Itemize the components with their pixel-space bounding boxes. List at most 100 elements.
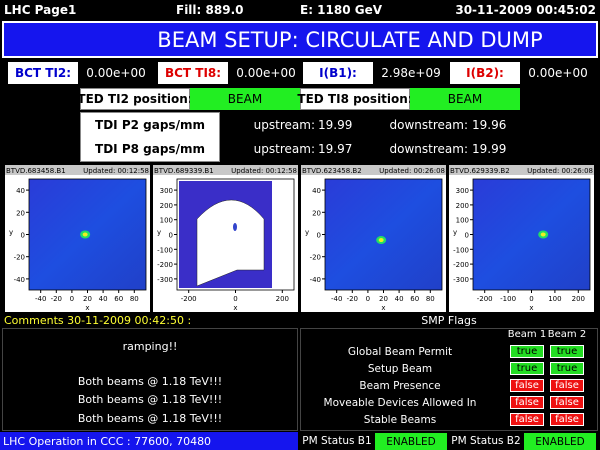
- y-tick-label: 200: [456, 202, 469, 210]
- x-tick-label: -20: [347, 295, 358, 303]
- comment-line: Both beams @ 1.18 TeV!!!: [77, 374, 223, 388]
- smp-flag-value: false: [510, 396, 544, 409]
- x-tick-label: 20: [379, 295, 388, 303]
- y-tick-label: -20: [14, 254, 25, 262]
- x-tick-label: 200: [276, 295, 289, 303]
- tdi-upstream-label: upstream:: [253, 118, 315, 132]
- tdi-downstream-value: 19.99: [472, 142, 507, 156]
- y-tick-label: 0: [465, 232, 469, 240]
- tdi-label: TDI P8 gaps/mm: [95, 142, 205, 156]
- intensity-value: 0.00e+00: [236, 66, 296, 80]
- fill-number: Fill: 889.0: [176, 3, 244, 17]
- beam-spot-core: [378, 238, 384, 243]
- smp-frame: [300, 328, 598, 431]
- smp-flag-label: Stable Beams: [363, 413, 437, 426]
- smp-flag-label: Setup Beam: [367, 362, 433, 375]
- x-axis-label: x: [233, 304, 237, 312]
- pm-status-value: ENABLED: [375, 433, 447, 450]
- smp-title: SMP Flags: [421, 314, 477, 327]
- panel-updated: Updated: 00:26:08: [527, 167, 593, 175]
- smp-flag-value: false: [550, 396, 584, 409]
- ted-status: BEAM: [190, 88, 300, 110]
- x-tick-label: 60: [114, 295, 123, 303]
- x-tick-label: -100: [500, 295, 516, 303]
- ted-label: TED TI8 position:: [297, 88, 413, 110]
- pm-status-label: PM Status B1: [302, 435, 372, 447]
- y-tick-label: -300: [453, 276, 469, 284]
- y-tick-label: 0: [169, 232, 173, 240]
- y-tick-label: 200: [160, 202, 173, 210]
- y-axis-label: y: [157, 229, 161, 237]
- panel-updated: Updated: 00:26:08: [379, 167, 445, 175]
- screen-aperture: [196, 199, 265, 287]
- page-name: LHC Page1: [4, 3, 77, 17]
- y-tick-label: 0: [21, 232, 25, 240]
- screen-panel: BTVD.623458.B2 Updated: 00:26:0840200-20-…: [301, 165, 446, 312]
- intensity-value: 2.98e+09: [381, 66, 441, 80]
- x-tick-label: 60: [410, 295, 419, 303]
- y-tick-label: -40: [310, 276, 321, 284]
- pm-status-value: ENABLED: [524, 433, 596, 450]
- x-tick-label: -40: [331, 295, 342, 303]
- panel-header: [5, 165, 150, 175]
- panel-header: [153, 165, 298, 175]
- comment-line: Both beams @ 1.18 TeV!!!: [77, 411, 223, 425]
- screen-panel: BTVD.689339.B1 Updated: 00:12:58 300 200 100…: [153, 165, 298, 312]
- smp-column-header: Beam 2: [547, 328, 587, 340]
- smp-flag-label: Beam Presence: [359, 379, 441, 392]
- panel-name: BTVD.623458.B2: [302, 167, 362, 175]
- intensity-value: 0.00e+00: [86, 66, 146, 80]
- beam-spot-core: [540, 232, 546, 237]
- y-tick-label: -200: [157, 261, 173, 269]
- beam-energy: E: 1180 GeV: [300, 3, 383, 17]
- panel-name: BTVD.683458.B1: [6, 167, 66, 175]
- tdi-upstream-label: upstream:: [253, 142, 315, 156]
- beam-spot: [233, 223, 237, 231]
- y-axis-label: y: [453, 229, 457, 237]
- tdi-upstream-value: 19.99: [318, 118, 353, 132]
- y-axis-label: y: [305, 229, 309, 237]
- beam-image: [325, 179, 442, 290]
- x-tick-label: 80: [426, 295, 435, 303]
- y-tick-label: 300: [456, 187, 469, 195]
- y-tick-label: 20: [16, 209, 25, 217]
- comments-title: Comments 30-11-2009 00:42:50 :: [4, 314, 192, 327]
- comment-line: Both beams @ 1.18 TeV!!!: [77, 392, 223, 406]
- x-tick-label: 20: [83, 295, 92, 303]
- smp-flag-value: false: [550, 379, 584, 392]
- x-tick-label: 40: [99, 295, 108, 303]
- panel-header: [301, 165, 446, 175]
- title-banner: BEAM SETUP: CIRCULATE AND DUMP: [2, 21, 598, 58]
- x-tick-label: 0: [70, 295, 74, 303]
- pm-status-label: PM Status B2: [451, 435, 521, 447]
- intensity-label: I(B1):: [303, 62, 373, 84]
- intensity-value: 0.00e+00: [528, 66, 588, 80]
- tdi-downstream-label: downstream:: [389, 118, 468, 132]
- x-tick-label: 0: [233, 295, 237, 303]
- smp-flag-value: true: [510, 345, 544, 358]
- x-axis-label: x: [85, 304, 89, 312]
- x-tick-label: -200: [477, 295, 493, 303]
- x-tick-label: 80: [130, 295, 139, 303]
- x-tick-label: -40: [35, 295, 46, 303]
- y-tick-label: 100: [456, 217, 469, 225]
- x-tick-label: 200: [572, 295, 585, 303]
- smp-flag-label: Global Beam Permit: [347, 345, 453, 358]
- smp-flag-value: true: [550, 345, 584, 358]
- screen-panel: BTVD.629339.B2 Updated: 00:26:08 300 200 100…: [449, 165, 594, 312]
- panel-name: BTVD.629339.B2: [450, 167, 510, 175]
- intensity-label: BCT TI2:: [8, 62, 78, 84]
- operation-bar: LHC Operation in CCC : 77600, 70480: [0, 432, 298, 450]
- panel-updated: Updated: 00:12:58: [231, 167, 297, 175]
- beam-image: [473, 179, 590, 290]
- ted-status: BEAM: [410, 88, 520, 110]
- beam-spot-core: [82, 232, 88, 237]
- comment-line: ramping!!: [122, 339, 178, 353]
- smp-flag-value: false: [550, 413, 584, 426]
- y-tick-label: 100: [160, 217, 173, 225]
- tdi-label: TDI P2 gaps/mm: [95, 118, 205, 132]
- smp-flag-value: true: [550, 362, 584, 375]
- tdi-downstream-label: downstream:: [389, 142, 468, 156]
- y-axis-label: y: [9, 229, 13, 237]
